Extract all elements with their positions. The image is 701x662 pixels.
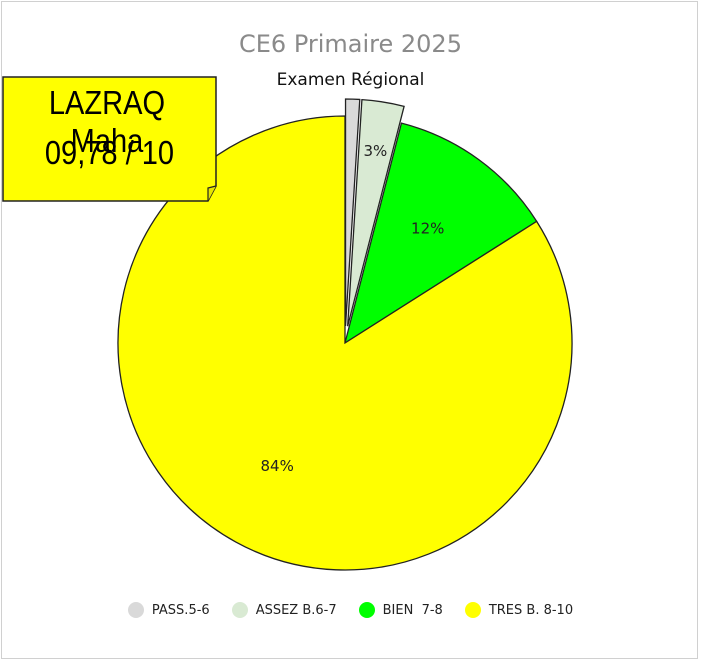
legend-marker — [127, 602, 144, 618]
legend-label: BIEN 7-8 — [382, 602, 443, 618]
callout-shape — [2, 76, 217, 202]
slice-label: 12% — [411, 220, 444, 238]
legend-item: ASSEZ B.6-7 — [231, 602, 337, 618]
chart-subtitle: Examen Régional — [276, 70, 425, 90]
slice-label: 3% — [363, 142, 387, 160]
legend-marker — [358, 602, 375, 618]
legend-item: PASS.5-6 — [127, 602, 210, 618]
legend-marker — [231, 602, 248, 618]
pie-slice-labels: 3% 12% 84% — [261, 142, 445, 475]
legend-label: PASS.5-6 — [151, 602, 210, 618]
legend-marker — [464, 602, 481, 618]
legend-label: ASSEZ B.6-7 — [255, 602, 337, 618]
student-score: 09,78 / 10 — [44, 134, 175, 171]
chart-legend: PASS.5-6 ASSEZ B.6-7 BIEN 7-8 TRES B. 8-10 — [0, 602, 701, 618]
student-callout: LAZRAQ Maha 09,78 / 10 — [2, 76, 217, 202]
chart-title: CE6 Primaire 2025 — [239, 30, 462, 58]
pie-slice-pass-5-6 — [344, 98, 361, 327]
pie-slice-bien-7-8 — [343, 122, 538, 345]
slice-label: 84% — [261, 457, 294, 475]
student-name: LAZRAQ Maha — [48, 84, 166, 159]
legend-item: BIEN 7-8 — [358, 602, 443, 618]
legend-label: TRES B. 8-10 — [488, 602, 574, 618]
pie-slice-assez-b-6-7 — [347, 98, 405, 327]
legend-item: TRES B. 8-10 — [464, 602, 574, 618]
